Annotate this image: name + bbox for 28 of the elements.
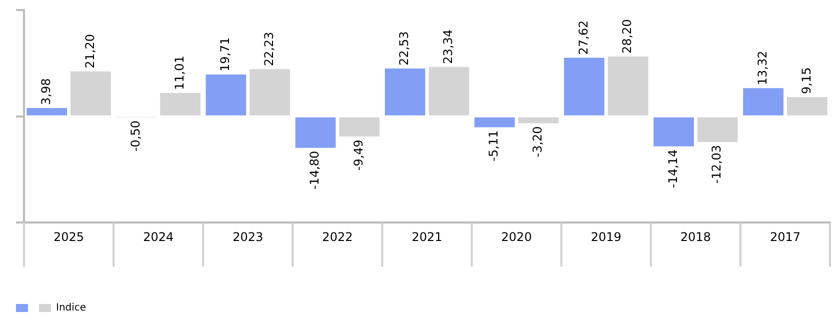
data-label: -3,20 xyxy=(530,126,545,158)
x-tick-label: 2024 xyxy=(143,230,174,244)
data-label: 21,20 xyxy=(82,34,97,68)
data-label: -14,80 xyxy=(308,150,322,190)
data-label: 3,98 xyxy=(38,78,53,105)
x-tick-label: 2017 xyxy=(770,230,800,244)
data-label: 13,32 xyxy=(755,50,770,86)
data-label: 23,34 xyxy=(441,29,456,64)
data-label: 22,53 xyxy=(397,31,412,66)
data-label: -9,49 xyxy=(352,140,366,171)
x-tick-label: 2023 xyxy=(232,230,264,244)
data-label: 19,71 xyxy=(218,37,232,72)
x-tick-label: 2020 xyxy=(501,230,532,244)
data-label: -14,14 xyxy=(666,149,680,188)
data-label: -12,03 xyxy=(710,144,724,184)
data-label: 22,23 xyxy=(262,32,276,66)
x-tick-label: 2018 xyxy=(680,230,711,244)
data-label: 11,01 xyxy=(172,56,186,90)
data-label: 27,62 xyxy=(576,20,590,55)
data-label: 28,20 xyxy=(620,19,634,54)
x-tick-label: 2022 xyxy=(322,230,353,244)
x-tick-label: 2021 xyxy=(412,230,442,244)
x-tick-label: 2025 xyxy=(54,230,84,244)
x-tick-label: 2019 xyxy=(590,230,622,244)
data-label: -5,11 xyxy=(486,130,501,162)
legend-label: Indice xyxy=(56,302,86,314)
data-label: 9,15 xyxy=(799,67,814,94)
data-label: -0,50 xyxy=(128,120,143,152)
